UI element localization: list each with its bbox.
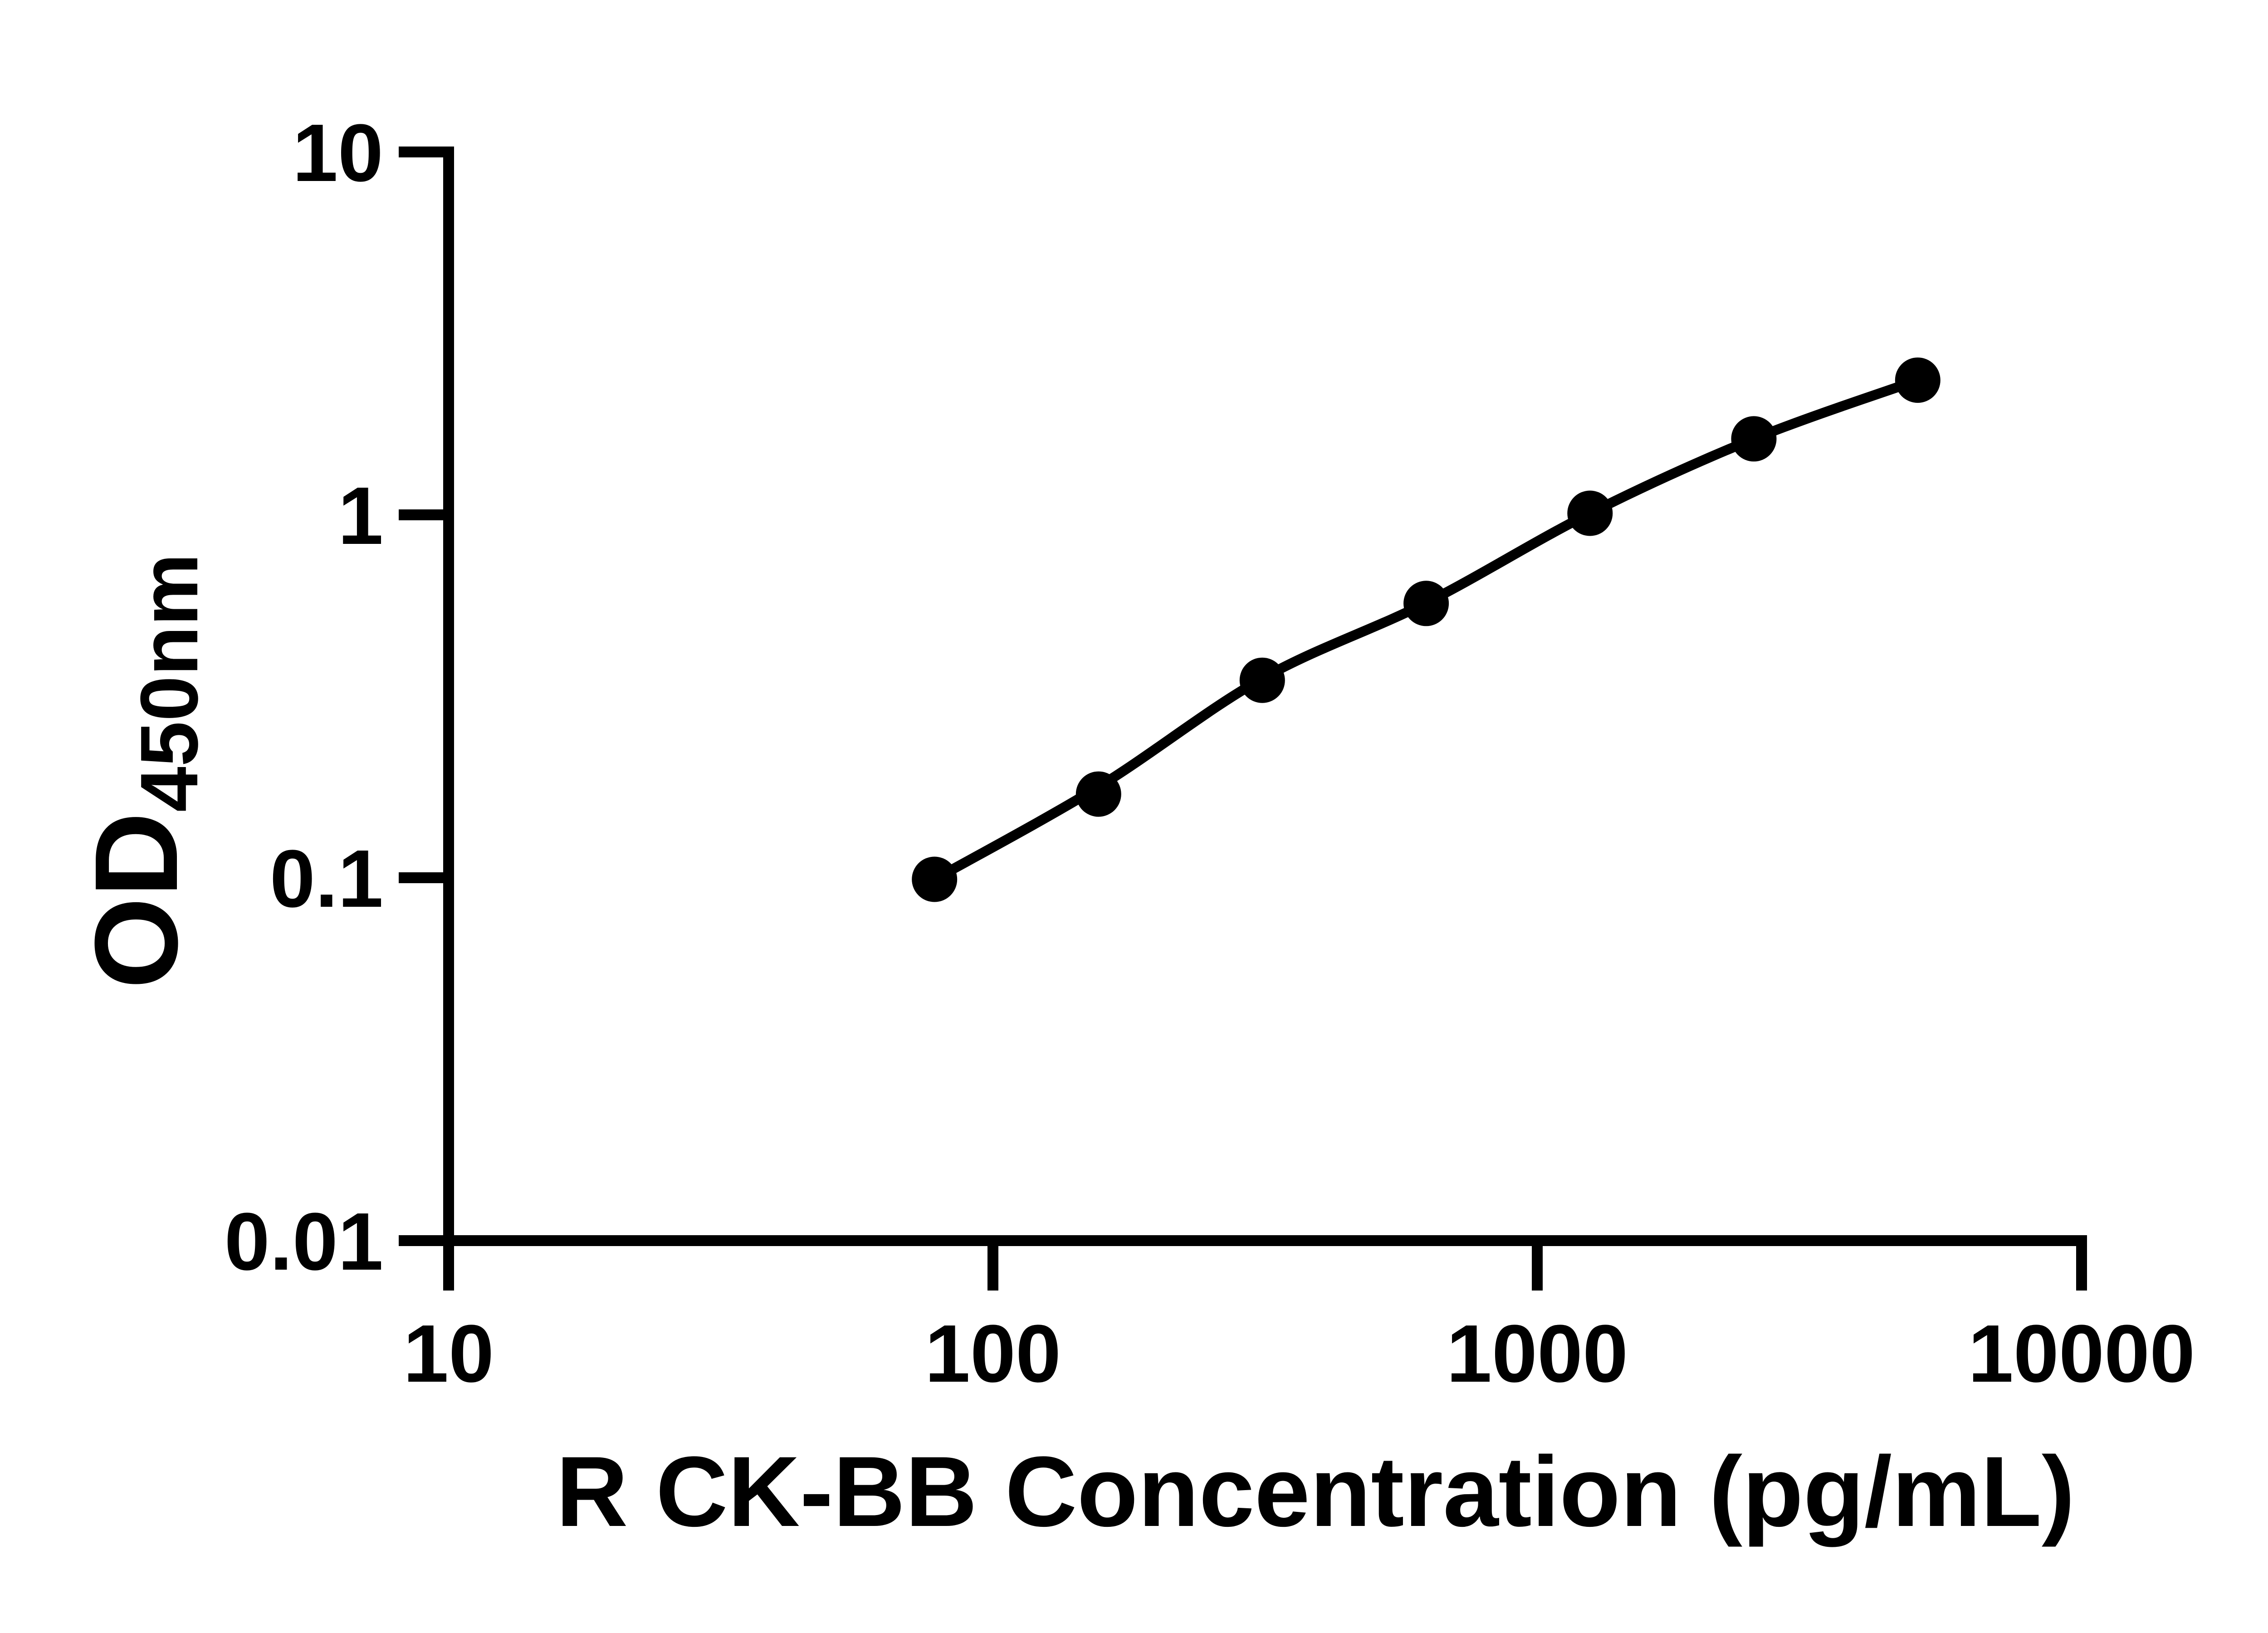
y-ticks: 10 1 0.1 0.01 bbox=[225, 108, 454, 1287]
y-tick-label: 0.1 bbox=[270, 833, 383, 924]
data-point bbox=[1895, 357, 1941, 403]
y-axis-title: OD450nm bbox=[71, 553, 215, 989]
y-tick-label: 0.01 bbox=[225, 1196, 383, 1287]
data-point bbox=[1731, 416, 1777, 462]
y-tick-label: 10 bbox=[293, 108, 383, 199]
data-point bbox=[1075, 771, 1121, 817]
data-points bbox=[912, 357, 1941, 902]
y-axis-title-main: OD bbox=[71, 812, 202, 989]
axes bbox=[399, 152, 2087, 1291]
y-axis-title-sub: 450nm bbox=[124, 553, 215, 812]
data-point bbox=[1567, 490, 1613, 536]
x-tick-label: 10 bbox=[403, 1308, 494, 1399]
y-tick-label: 1 bbox=[338, 470, 383, 562]
x-tick-label: 1000 bbox=[1447, 1308, 1628, 1399]
data-point bbox=[1403, 581, 1449, 626]
x-tick-label: 10000 bbox=[1968, 1308, 2195, 1399]
x-axis-title: R CK-BB Concentration (pg/mL) bbox=[556, 1436, 2075, 1547]
x-tick-label: 100 bbox=[925, 1308, 1061, 1399]
x-ticks: 10 100 1000 10000 bbox=[403, 1241, 2195, 1399]
data-point bbox=[1239, 657, 1285, 703]
data-point bbox=[912, 856, 958, 902]
